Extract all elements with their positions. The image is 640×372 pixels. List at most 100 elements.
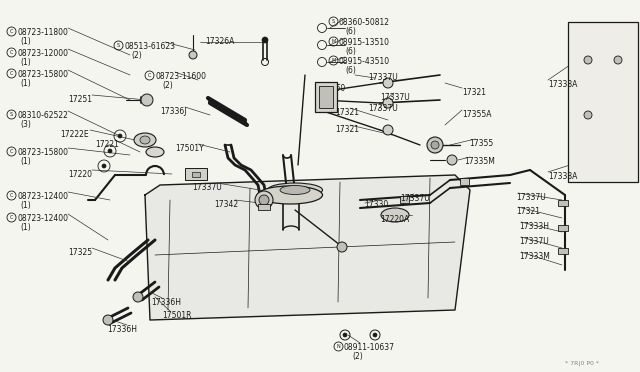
Text: M: M: [332, 58, 335, 63]
Ellipse shape: [257, 186, 323, 204]
Text: 08915-43510: 08915-43510: [339, 57, 390, 66]
Text: 17337U: 17337U: [368, 104, 397, 113]
Text: 17330: 17330: [364, 200, 388, 209]
Text: 17333H: 17333H: [519, 222, 549, 231]
Text: (1): (1): [20, 223, 31, 232]
Text: 17220A: 17220A: [380, 215, 409, 224]
Text: 17337U: 17337U: [519, 237, 548, 246]
Text: 08723-15800: 08723-15800: [17, 70, 68, 79]
Bar: [258, 204, 270, 210]
Text: (3): (3): [20, 120, 31, 129]
Text: S: S: [117, 43, 120, 48]
Text: 08310-62522: 08310-62522: [17, 111, 68, 120]
Bar: [400, 196, 409, 203]
Text: C: C: [10, 193, 13, 198]
Bar: [315, 82, 337, 112]
Text: 17355A: 17355A: [462, 110, 492, 119]
Bar: [460, 178, 469, 185]
Circle shape: [255, 191, 273, 209]
Polygon shape: [145, 175, 470, 320]
Circle shape: [383, 78, 393, 88]
Text: 17337U: 17337U: [516, 193, 546, 202]
Text: 17221: 17221: [95, 140, 119, 149]
Bar: [558, 200, 568, 206]
Text: 17251: 17251: [68, 95, 92, 104]
Text: 08911-10637: 08911-10637: [344, 343, 395, 352]
Text: C: C: [10, 71, 13, 76]
Text: 17321: 17321: [516, 207, 540, 216]
Ellipse shape: [146, 147, 164, 157]
Text: M: M: [332, 39, 335, 44]
Circle shape: [584, 56, 592, 64]
Bar: [319, 86, 333, 108]
Circle shape: [427, 137, 443, 153]
Circle shape: [337, 242, 347, 252]
Text: 08723-12400: 08723-12400: [17, 192, 68, 201]
Circle shape: [383, 98, 393, 108]
Text: 17336H: 17336H: [107, 325, 137, 334]
Circle shape: [431, 141, 439, 149]
Bar: [558, 225, 568, 231]
Text: 17337U: 17337U: [380, 93, 410, 102]
Ellipse shape: [268, 183, 323, 197]
Text: C: C: [10, 149, 13, 154]
Text: 17326A: 17326A: [205, 37, 234, 46]
Circle shape: [343, 333, 347, 337]
Text: S: S: [332, 19, 335, 24]
Text: 08723-15800: 08723-15800: [17, 148, 68, 157]
Text: C: C: [10, 215, 13, 220]
Text: C: C: [148, 73, 151, 78]
Text: (6): (6): [345, 66, 356, 75]
Bar: [568, 22, 638, 182]
Bar: [185, 168, 207, 180]
Text: 17222E: 17222E: [60, 130, 88, 139]
Text: (2): (2): [352, 352, 363, 361]
Circle shape: [262, 37, 268, 43]
Circle shape: [118, 134, 122, 138]
Text: 17321: 17321: [335, 125, 359, 134]
Text: 17501Y: 17501Y: [175, 144, 204, 153]
Circle shape: [584, 111, 592, 119]
Text: (6): (6): [345, 47, 356, 56]
Text: (1): (1): [20, 79, 31, 88]
Text: 08915-13510: 08915-13510: [339, 38, 390, 47]
Text: 17355: 17355: [469, 139, 493, 148]
Circle shape: [189, 51, 197, 59]
Bar: [192, 172, 200, 177]
Text: S: S: [10, 112, 13, 117]
Text: 25060: 25060: [322, 84, 346, 93]
Text: 17220: 17220: [68, 170, 92, 179]
Text: (2): (2): [131, 51, 141, 60]
Text: 08723-11800: 08723-11800: [17, 28, 68, 37]
Text: N: N: [337, 344, 340, 349]
Circle shape: [133, 292, 143, 302]
Circle shape: [103, 315, 113, 325]
Text: 17325: 17325: [68, 248, 92, 257]
Text: 17501R: 17501R: [162, 311, 191, 320]
Circle shape: [447, 155, 457, 165]
Text: 17342: 17342: [214, 200, 238, 209]
Text: (1): (1): [20, 37, 31, 46]
Text: 17335M: 17335M: [464, 157, 495, 166]
Text: 17337U: 17337U: [192, 183, 221, 192]
Text: 17321: 17321: [335, 108, 359, 117]
Text: C: C: [10, 50, 13, 55]
Text: 17338A: 17338A: [548, 80, 577, 89]
Circle shape: [614, 56, 622, 64]
Text: 17337U: 17337U: [400, 194, 429, 203]
Ellipse shape: [280, 186, 310, 195]
Text: 17338A: 17338A: [548, 172, 577, 181]
Circle shape: [373, 333, 377, 337]
Text: 08513-61623: 08513-61623: [124, 42, 175, 51]
Text: 17337U: 17337U: [368, 73, 397, 82]
Circle shape: [259, 195, 269, 205]
Text: (1): (1): [20, 58, 31, 67]
Ellipse shape: [134, 133, 156, 147]
Circle shape: [108, 149, 112, 153]
Text: (1): (1): [20, 201, 31, 210]
Bar: [558, 248, 568, 254]
Text: (6): (6): [345, 27, 356, 36]
Text: 17321: 17321: [462, 88, 486, 97]
Text: 17336H: 17336H: [151, 298, 181, 307]
Text: 17333M: 17333M: [519, 252, 550, 261]
